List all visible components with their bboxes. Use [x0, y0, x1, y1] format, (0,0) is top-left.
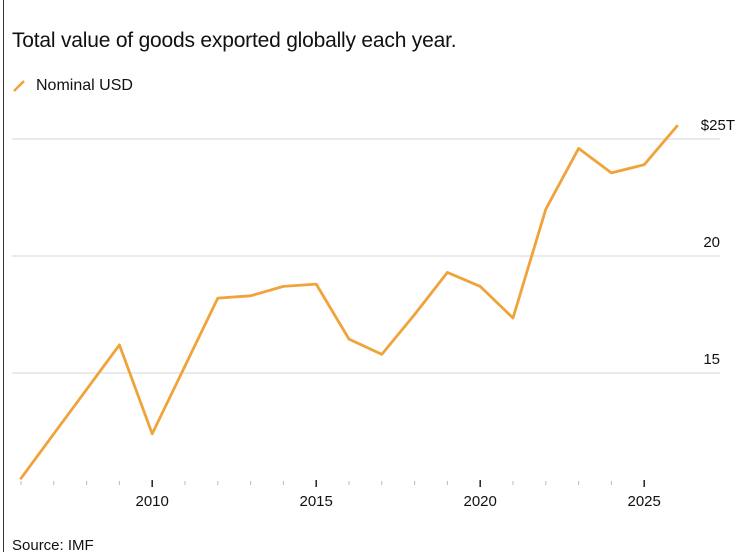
series-line: [21, 126, 677, 478]
x-tick-label: 2010: [136, 493, 169, 510]
x-tick-label: 2025: [628, 493, 661, 510]
y-tick-label: 15: [703, 351, 720, 368]
y-tick-label: 20: [703, 234, 720, 251]
y-tick-label: $25T: [701, 117, 735, 134]
source-note: Source: IMF: [12, 537, 94, 554]
x-tick-label: 2015: [300, 493, 333, 510]
x-tick-label: 2020: [464, 493, 497, 510]
